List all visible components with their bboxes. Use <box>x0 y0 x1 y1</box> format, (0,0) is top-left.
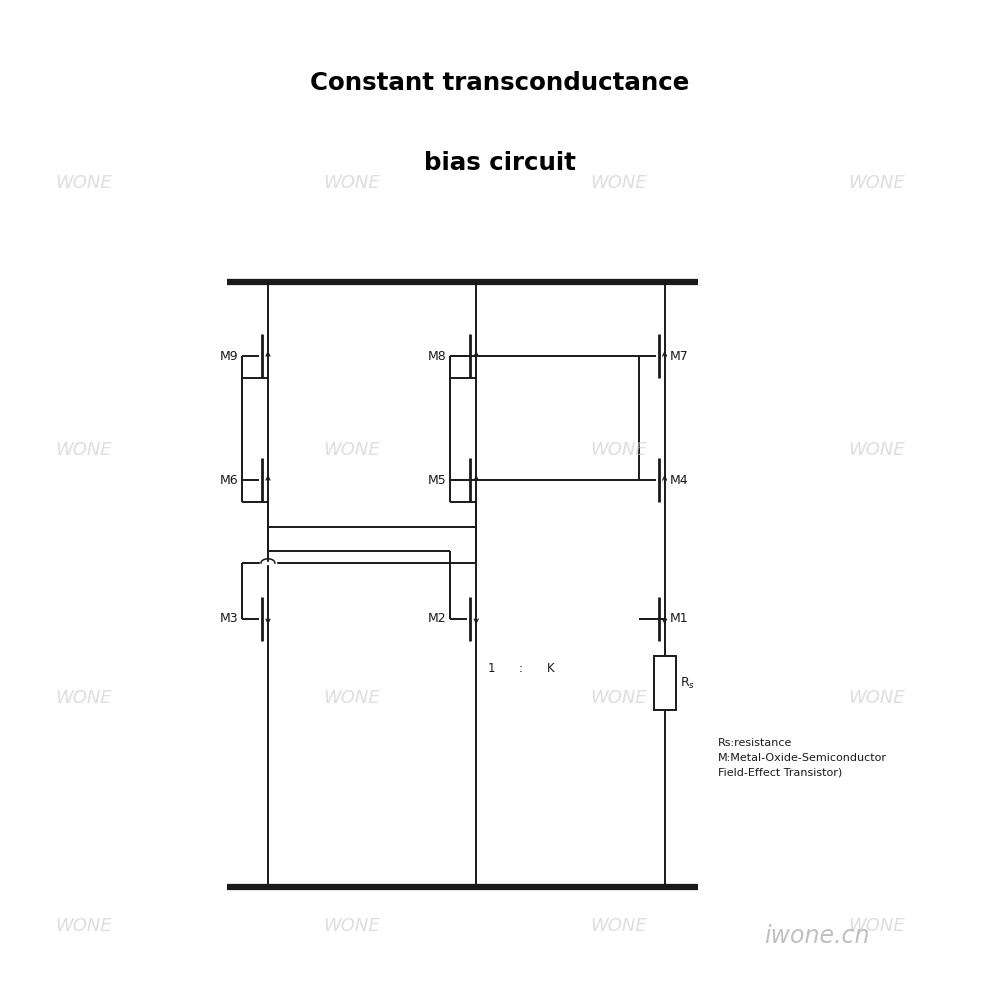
Text: WONE: WONE <box>848 917 905 935</box>
Text: WONE: WONE <box>591 441 647 459</box>
Text: :: : <box>519 662 523 675</box>
Text: M1: M1 <box>670 612 688 626</box>
Text: Constant transconductance: Constant transconductance <box>310 71 690 95</box>
Text: WONE: WONE <box>55 689 112 707</box>
Text: 1: 1 <box>487 662 495 675</box>
Text: WONE: WONE <box>323 174 380 192</box>
Text: WONE: WONE <box>591 174 647 192</box>
Text: Rs:resistance
M:Metal-Oxide-Semiconductor
Field-Effect Transistor): Rs:resistance M:Metal-Oxide-Semiconducto… <box>718 738 887 778</box>
Text: bias circuit: bias circuit <box>424 151 576 175</box>
Text: M3: M3 <box>220 612 238 626</box>
Text: WONE: WONE <box>848 441 905 459</box>
Text: R$_s$: R$_s$ <box>680 675 696 691</box>
Text: M2: M2 <box>428 612 446 626</box>
Text: WONE: WONE <box>591 917 647 935</box>
Text: M8: M8 <box>428 350 446 363</box>
Text: iwone.cn: iwone.cn <box>765 924 870 948</box>
Text: WONE: WONE <box>591 689 647 707</box>
Text: WONE: WONE <box>848 174 905 192</box>
Text: WONE: WONE <box>848 689 905 707</box>
Text: WONE: WONE <box>55 174 112 192</box>
Text: WONE: WONE <box>55 917 112 935</box>
Text: WONE: WONE <box>323 441 380 459</box>
Text: M5: M5 <box>428 474 446 487</box>
Text: WONE: WONE <box>323 917 380 935</box>
Text: K: K <box>547 662 554 675</box>
Text: WONE: WONE <box>323 689 380 707</box>
Text: M7: M7 <box>670 350 688 363</box>
Text: M4: M4 <box>670 474 688 487</box>
Text: WONE: WONE <box>55 441 112 459</box>
Text: M9: M9 <box>220 350 238 363</box>
Bar <box>654 656 676 710</box>
Text: M6: M6 <box>220 474 238 487</box>
